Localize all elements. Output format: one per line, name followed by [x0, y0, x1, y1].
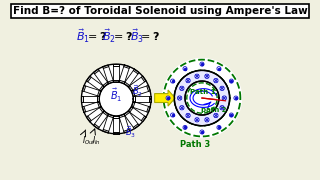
Circle shape [195, 74, 199, 78]
Circle shape [200, 130, 204, 134]
Circle shape [166, 96, 170, 100]
Text: = $\bf{?}$: = $\bf{?}$ [87, 30, 108, 42]
Circle shape [220, 86, 224, 91]
Circle shape [171, 113, 175, 117]
Circle shape [195, 118, 199, 122]
Circle shape [205, 118, 209, 122]
Circle shape [214, 78, 218, 83]
Circle shape [186, 113, 190, 118]
Circle shape [183, 67, 187, 71]
Text: $\vec{B}_1$: $\vec{B}_1$ [110, 87, 123, 104]
Text: Find B=? of Toroidal Solenoid using Ampere's Law: Find B=? of Toroidal Solenoid using Ampe… [12, 6, 308, 16]
Text: = $\bf{?}$: = $\bf{?}$ [140, 30, 161, 42]
Text: $\vec{B}_2$: $\vec{B}_2$ [102, 28, 116, 45]
Text: $\vec{B}_2$: $\vec{B}_2$ [132, 84, 143, 100]
Circle shape [99, 82, 133, 116]
Circle shape [217, 125, 221, 129]
Circle shape [178, 96, 182, 100]
Circle shape [234, 96, 238, 100]
Text: $I_{In}$: $I_{In}$ [92, 135, 101, 147]
Circle shape [171, 79, 175, 83]
Text: path 2: path 2 [201, 107, 226, 113]
Circle shape [217, 67, 221, 71]
Wedge shape [174, 70, 230, 126]
Circle shape [220, 106, 224, 110]
Circle shape [162, 58, 242, 138]
Wedge shape [81, 64, 151, 134]
Circle shape [229, 79, 233, 83]
Circle shape [200, 62, 204, 66]
Text: $I_{Out}$: $I_{Out}$ [82, 135, 96, 147]
Circle shape [229, 113, 233, 117]
Circle shape [186, 78, 190, 83]
Text: $\vec{B}_3$: $\vec{B}_3$ [125, 125, 136, 140]
Circle shape [183, 125, 187, 129]
Circle shape [222, 96, 227, 100]
Polygon shape [155, 90, 175, 106]
Circle shape [180, 106, 184, 110]
Text: = $\bf{?}$: = $\bf{?}$ [113, 30, 133, 42]
Text: Path 3: Path 3 [180, 140, 210, 149]
Circle shape [214, 113, 218, 118]
Text: $\vec{B}_1$: $\vec{B}_1$ [76, 28, 90, 45]
Circle shape [180, 86, 184, 91]
Circle shape [205, 74, 209, 78]
Text: $\vec{B}_3$: $\vec{B}_3$ [130, 28, 144, 45]
Text: Path 1: Path 1 [190, 89, 216, 95]
